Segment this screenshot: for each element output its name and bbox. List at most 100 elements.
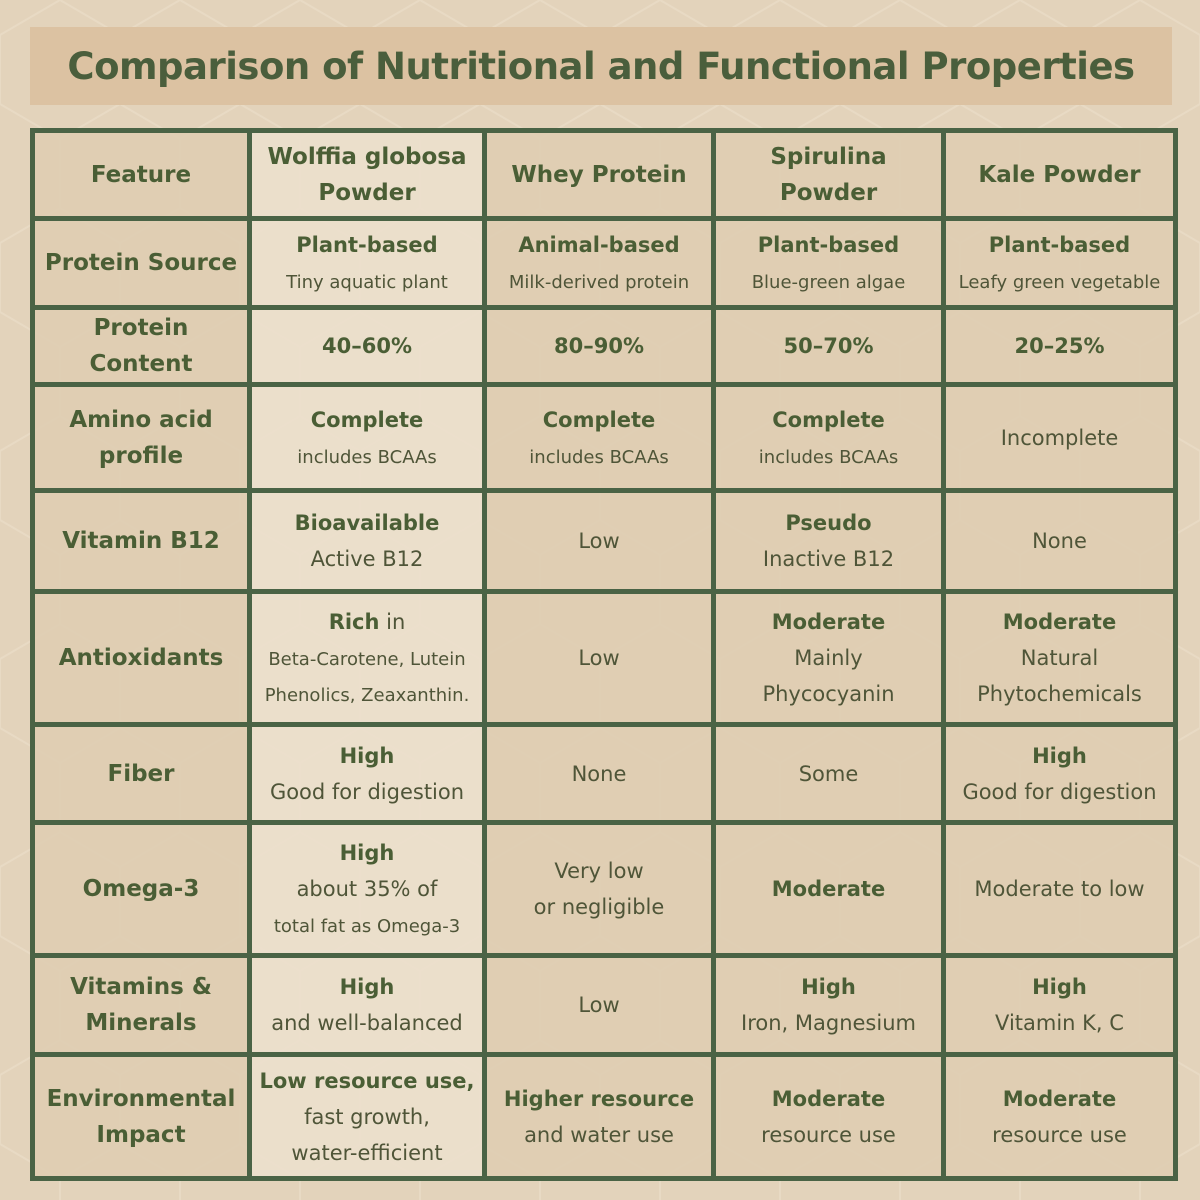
cell-line: Natural <box>950 640 1169 676</box>
feature-label: Protein Content <box>30 305 252 387</box>
cell-value: fast growth, <box>304 1104 430 1129</box>
cell-value: includes BCAAs <box>758 446 899 468</box>
cell-line: High <box>256 738 478 774</box>
cell-line: Higher resource <box>491 1081 707 1117</box>
table-cell: Moderate Mainly Phycocyanin <box>711 589 946 727</box>
cell-line: Low <box>491 640 707 676</box>
cell-line: includes BCAAs <box>720 438 937 474</box>
cell-value: Inactive B12 <box>762 547 895 571</box>
cell-value-bold: High <box>339 841 395 865</box>
cell-line: 80–90% <box>491 328 707 364</box>
cell-value: includes BCAAs <box>529 446 669 468</box>
table-cell: Low resource use, fast growth, water-effic… <box>247 1052 487 1181</box>
cell-value-bold: Plant-based <box>757 233 900 257</box>
cell-line: Beta-Carotene, Lutein <box>256 640 478 676</box>
cell-value-bold: Moderate <box>771 610 886 634</box>
table-row: Protein Source Plant-based Tiny aquatic pl… <box>30 216 1178 310</box>
cell-line: Bioavailable <box>256 505 478 541</box>
cell-line: Some <box>720 756 937 792</box>
cell-value: or negligible <box>533 895 665 919</box>
cell-value: Phenolics, Zeaxanthin. <box>264 685 470 706</box>
table-cell: Some <box>711 722 946 825</box>
cell-line: Plant-based <box>950 227 1169 263</box>
cell-value: about 35% of <box>296 877 438 901</box>
cell-line: Active B12 <box>256 541 478 577</box>
table-cell: Low <box>482 953 716 1057</box>
cell-line: 40–60% <box>256 328 478 364</box>
cell-line: and water use <box>491 1117 707 1153</box>
cell-line: fast growth, <box>256 1099 478 1135</box>
cell-value-bold: High <box>1032 975 1087 999</box>
header-row: Feature Wolffia globosa Powder Whey Prot… <box>30 128 1178 221</box>
table-cell: Moderate resource use <box>941 1052 1178 1181</box>
cell-line: Moderate <box>950 1081 1169 1117</box>
cell-value: resource use <box>992 1122 1127 1147</box>
cell-line: High <box>950 738 1169 774</box>
cell-value: Incomplete <box>1000 425 1119 450</box>
table-row: Environmental Impact Low resource use, fas… <box>30 1052 1178 1181</box>
cell-value-bold: Bioavailable <box>294 511 440 535</box>
cell-line: None <box>950 523 1169 559</box>
cell-line: Mainly <box>720 640 937 676</box>
cell-value: Blue-green algae <box>751 272 906 293</box>
table-cell: Plant-based Blue-green algae <box>711 216 946 310</box>
cell-line: Phenolics, Zeaxanthin. <box>256 676 478 712</box>
cell-line: water-efficient <box>256 1135 478 1171</box>
cell-value: Beta-Carotene, Lutein <box>268 649 466 670</box>
cell-value: Phytochemicals <box>977 682 1142 706</box>
cell-value: Some <box>798 761 859 786</box>
cell-line: Iron, Magnesium <box>720 1005 937 1041</box>
table-row: Vitamins & Minerals High and well-balanced… <box>30 953 1178 1057</box>
cell-value-bold: Plant-based <box>296 233 438 257</box>
cell-line: Plant-based <box>256 227 478 263</box>
cell-value-bold: High <box>339 743 395 768</box>
cell-line: Good for digestion <box>256 774 478 810</box>
cell-line: Blue-green algae <box>720 263 937 299</box>
cell-line: includes BCAAs <box>256 438 478 474</box>
table-cell: High Vitamin K, C <box>941 953 1178 1057</box>
table-cell: Low <box>482 589 716 727</box>
feature-label: Environmental Impact <box>30 1052 252 1181</box>
cell-line: None <box>491 756 707 792</box>
cell-value-bold: Complete <box>542 407 656 432</box>
cell-line: Low <box>491 523 707 559</box>
cell-value-bold: Pseudo <box>785 511 872 535</box>
cell-line: includes BCAAs <box>491 438 707 474</box>
cell-value: Low <box>578 646 620 670</box>
table-cell: 50–70% <box>711 305 946 387</box>
table-cell: Complete includes BCAAs <box>247 382 487 493</box>
cell-line: Moderate <box>950 604 1169 640</box>
cell-value: None <box>571 761 627 786</box>
header-kale: Kale Powder <box>941 128 1178 221</box>
table-cell: Very low or negligible <box>482 820 716 958</box>
cell-value-bold: Rich <box>328 610 380 634</box>
table-cell: Complete includes BCAAs <box>711 382 946 493</box>
cell-value-bold: 50–70% <box>783 334 874 358</box>
cell-value-bold: High <box>1032 743 1087 768</box>
cell-value: Moderate to low <box>974 877 1145 901</box>
cell-line: Complete <box>720 402 937 438</box>
table-cell: Animal-based Milk-derived protein <box>482 216 716 310</box>
table-cell: Moderate Natural Phytochemicals <box>941 589 1178 727</box>
table-cell: High Good for digestion <box>941 722 1178 825</box>
cell-value: Good for digestion <box>962 779 1157 804</box>
cell-line: Incomplete <box>950 420 1169 456</box>
cell-value: Natural <box>1020 646 1099 670</box>
cell-value: Good for digestion <box>269 779 465 804</box>
cell-line: High <box>256 969 478 1005</box>
cell-line: resource use <box>950 1117 1169 1153</box>
cell-value: total fat as Omega-3 <box>273 916 461 937</box>
cell-line: Low <box>491 987 707 1023</box>
table-cell: Pseudo Inactive B12 <box>711 488 946 594</box>
table-cell: Bioavailable Active B12 <box>247 488 487 594</box>
page-title: Comparison of Nutritional and Functional… <box>67 44 1135 88</box>
header-feature: Feature <box>30 128 252 221</box>
cell-line: Moderate <box>720 1081 937 1117</box>
cell-line: High <box>256 835 478 871</box>
cell-value-bold: High <box>339 975 395 999</box>
cell-value: Very low <box>554 859 644 883</box>
cell-line: resource use <box>720 1117 937 1153</box>
cell-value: water-efficient <box>291 1140 443 1165</box>
feature-label: Vitamin B12 <box>30 488 252 594</box>
table-row: Vitamin B12 Bioavailable Active B12 Low Pseu… <box>30 488 1178 594</box>
